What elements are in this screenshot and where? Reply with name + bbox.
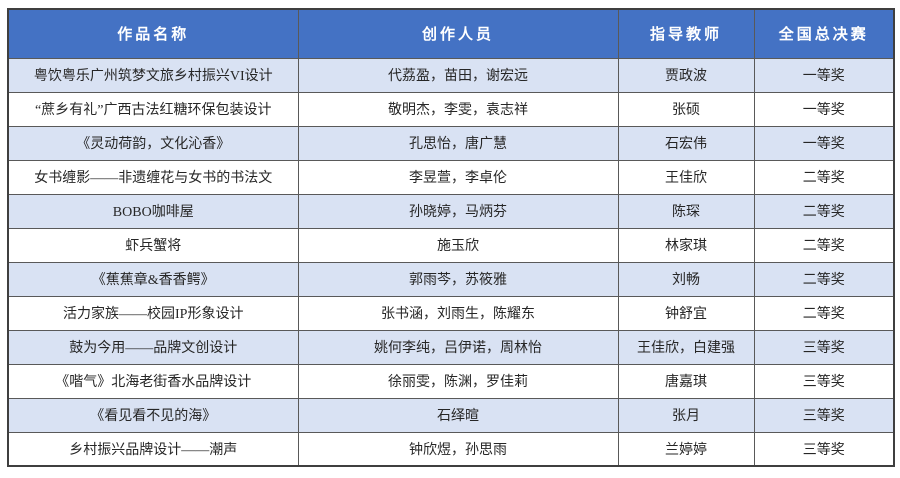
cell-award: 二等奖 xyxy=(753,193,895,229)
cell-award: 二等奖 xyxy=(753,227,895,263)
table-header: 作品名称 创作人员 指导教师 全国总决赛 xyxy=(7,8,895,59)
cell-teacher: 兰婷婷 xyxy=(617,431,755,467)
cell-award: 三等奖 xyxy=(753,363,895,399)
table-row: 《看见看不见的海》 石绎暄 张月 三等奖 xyxy=(7,397,895,433)
cell-work: 粤饮粤乐广州筑梦文旅乡村振兴VI设计 xyxy=(7,57,299,93)
table-row: 乡村振兴品牌设计——潮声 钟欣煜，孙思雨 兰婷婷 三等奖 xyxy=(7,431,895,467)
cell-teacher: 林家琪 xyxy=(617,227,755,263)
cell-creators: 石绎暄 xyxy=(297,397,619,433)
column-header-creators: 创作人员 xyxy=(297,8,619,59)
cell-work: 《蕉蕉章&香香鳄》 xyxy=(7,261,299,297)
cell-award: 三等奖 xyxy=(753,397,895,433)
cell-creators: 孙晓婷，马炳芬 xyxy=(297,193,619,229)
award-results-table: 作品名称 创作人员 指导教师 全国总决赛 粤饮粤乐广州筑梦文旅乡村振兴VI设计代… xyxy=(7,8,895,467)
column-header-work: 作品名称 xyxy=(7,8,299,59)
cell-award: 三等奖 xyxy=(753,431,895,467)
cell-teacher: 张月 xyxy=(617,397,755,433)
table-row: 活力家族——校园IP形象设计 张书涵，刘雨生，陈耀东 钟舒宜 二等奖 xyxy=(7,295,895,331)
cell-work: “蔗乡有礼”广西古法红糖环保包装设计 xyxy=(7,91,299,127)
cell-creators: 徐丽雯，陈渊，罗佳莉 xyxy=(297,363,619,399)
table-row: “蔗乡有礼”广西古法红糖环保包装设计 敬明杰，李雯，袁志祥 张硕 一等奖 xyxy=(7,91,895,127)
cell-award: 一等奖 xyxy=(753,125,895,161)
cell-teacher: 石宏伟 xyxy=(617,125,755,161)
cell-creators: 钟欣煜，孙思雨 xyxy=(297,431,619,467)
cell-work: 《看见看不见的海》 xyxy=(7,397,299,433)
cell-creators: 代荔盈，苗田，谢宏远 xyxy=(297,57,619,93)
cell-teacher: 唐嘉琪 xyxy=(617,363,755,399)
table-row: 粤饮粤乐广州筑梦文旅乡村振兴VI设计 代荔盈，苗田，谢宏远 贾政波 一等奖 xyxy=(7,57,895,93)
cell-creators: 施玉欣 xyxy=(297,227,619,263)
cell-teacher: 王佳欣 xyxy=(617,159,755,195)
cell-creators: 敬明杰，李雯，袁志祥 xyxy=(297,91,619,127)
table-row: 《喈气》北海老街香水品牌设计 徐丽雯，陈渊，罗佳莉 唐嘉琪 三等奖 xyxy=(7,363,895,399)
cell-creators: 张书涵，刘雨生，陈耀东 xyxy=(297,295,619,331)
table-row: 《蕉蕉章&香香鳄》 郭雨芩，苏筱雅 刘畅 二等奖 xyxy=(7,261,895,297)
cell-creators: 李昱萱，李卓伦 xyxy=(297,159,619,195)
cell-work: 虾兵蟹将 xyxy=(7,227,299,263)
cell-work: 活力家族——校园IP形象设计 xyxy=(7,295,299,331)
cell-teacher: 王佳欣，白建强 xyxy=(617,329,755,365)
cell-work: 《灵动荷韵，文化沁香》 xyxy=(7,125,299,161)
column-header-teacher: 指导教师 xyxy=(617,8,755,59)
cell-work: 乡村振兴品牌设计——潮声 xyxy=(7,431,299,467)
cell-award: 二等奖 xyxy=(753,159,895,195)
cell-creators: 姚何李纯，吕伊诺，周林怡 xyxy=(297,329,619,365)
cell-teacher: 钟舒宜 xyxy=(617,295,755,331)
table-body: 粤饮粤乐广州筑梦文旅乡村振兴VI设计 代荔盈，苗田，谢宏远 贾政波 一等奖 “蔗乡有礼”… xyxy=(7,57,895,467)
cell-teacher: 贾政波 xyxy=(617,57,755,93)
cell-teacher: 刘畅 xyxy=(617,261,755,297)
cell-teacher: 陈琛 xyxy=(617,193,755,229)
cell-work: 女书缠影——非遗缠花与女书的书法文 xyxy=(7,159,299,195)
table-row: BOBO咖啡屋 孙晓婷，马炳芬 陈琛 二等奖 xyxy=(7,193,895,229)
cell-award: 一等奖 xyxy=(753,91,895,127)
cell-award: 一等奖 xyxy=(753,57,895,93)
cell-work: BOBO咖啡屋 xyxy=(7,193,299,229)
table-row: 虾兵蟹将 施玉欣 林家琪 二等奖 xyxy=(7,227,895,263)
cell-award: 二等奖 xyxy=(753,295,895,331)
cell-award: 三等奖 xyxy=(753,329,895,365)
column-header-award: 全国总决赛 xyxy=(753,8,895,59)
cell-creators: 孔思怡，唐广慧 xyxy=(297,125,619,161)
table-row: 《灵动荷韵，文化沁香》 孔思怡，唐广慧 石宏伟 一等奖 xyxy=(7,125,895,161)
cell-creators: 郭雨芩，苏筱雅 xyxy=(297,261,619,297)
cell-work: 鼓为今用——品牌文创设计 xyxy=(7,329,299,365)
header-row: 作品名称 创作人员 指导教师 全国总决赛 xyxy=(7,8,895,59)
cell-teacher: 张硕 xyxy=(617,91,755,127)
cell-award: 二等奖 xyxy=(753,261,895,297)
cell-work: 《喈气》北海老街香水品牌设计 xyxy=(7,363,299,399)
table-row: 鼓为今用——品牌文创设计 姚何李纯，吕伊诺，周林怡 王佳欣，白建强 三等奖 xyxy=(7,329,895,365)
table-row: 女书缠影——非遗缠花与女书的书法文 李昱萱，李卓伦 王佳欣 二等奖 xyxy=(7,159,895,195)
